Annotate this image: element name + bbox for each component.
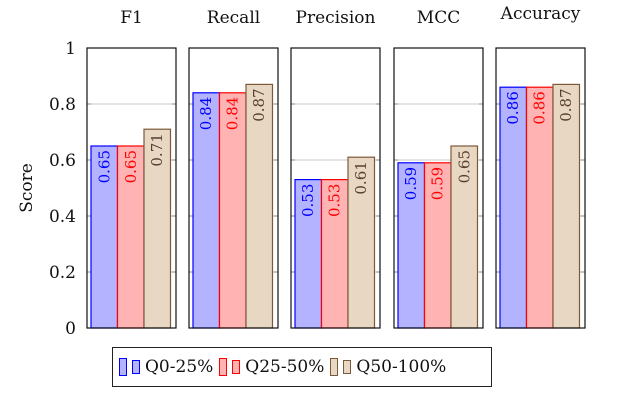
data-label: 0.86 xyxy=(504,91,522,124)
bar xyxy=(90,145,119,329)
panel-title: Accuracy xyxy=(500,4,581,24)
bar xyxy=(143,128,172,329)
data-label: 0.61 xyxy=(352,161,370,194)
bar xyxy=(499,86,528,329)
panel-frame xyxy=(188,47,279,329)
data-label: 0.53 xyxy=(299,184,317,217)
legend-item-q0-25: Q0-25% xyxy=(119,357,213,377)
legend-swatch-q50-100 xyxy=(330,358,339,376)
y-tick-label: 0 xyxy=(65,319,76,339)
bar xyxy=(320,179,349,329)
data-label: 0.84 xyxy=(197,97,215,130)
legend-label: Q25-50% xyxy=(245,357,325,377)
legend-swatch-q50-100-small xyxy=(343,360,352,374)
bar xyxy=(347,156,376,329)
legend: Q0-25% Q25-50% Q50-100% xyxy=(112,347,492,387)
bar xyxy=(245,83,274,329)
legend-swatch-q0-25-small xyxy=(132,360,140,374)
data-label: 0.84 xyxy=(224,97,242,130)
data-label: 0.87 xyxy=(250,88,268,121)
data-label: 0.65 xyxy=(122,150,140,183)
y-axis-label: Score xyxy=(17,163,37,213)
data-label: 0.71 xyxy=(148,133,166,166)
panel-frame xyxy=(86,47,177,329)
data-label: 0.87 xyxy=(557,88,575,121)
data-label: 0.59 xyxy=(429,167,447,200)
data-label: 0.59 xyxy=(402,167,420,200)
bar xyxy=(450,145,479,329)
panel-frame xyxy=(290,47,381,329)
y-tick-label: 0.8 xyxy=(49,95,76,115)
legend-item-q25-50: Q25-50% xyxy=(219,357,324,377)
panel-frame xyxy=(393,47,484,329)
panel-title: MCC xyxy=(417,8,460,28)
panel-title: Recall xyxy=(207,8,260,28)
panel-title: Precision xyxy=(296,8,376,28)
y-tick-label: 1 xyxy=(65,39,76,59)
legend-swatch-q25-50-small xyxy=(232,360,241,374)
legend-label: Q0-25% xyxy=(145,357,214,377)
bar xyxy=(294,179,323,329)
bar xyxy=(397,162,426,329)
y-tick-label: 0.2 xyxy=(49,263,76,283)
legend-swatch-q0-25 xyxy=(119,358,127,376)
legend-swatch-q25-50 xyxy=(219,358,228,376)
data-label: 0.65 xyxy=(455,150,473,183)
bar xyxy=(192,92,221,329)
panel-frame xyxy=(495,47,586,329)
data-label: 0.53 xyxy=(326,184,344,217)
data-label: 0.86 xyxy=(531,91,549,124)
y-tick-label: 0.4 xyxy=(49,207,76,227)
data-label: 0.65 xyxy=(95,150,113,183)
legend-label: Q50-100% xyxy=(356,357,447,377)
legend-item-q50-100: Q50-100% xyxy=(330,357,446,377)
y-tick-label: 0.6 xyxy=(49,151,76,171)
panel-title: F1 xyxy=(120,8,143,28)
